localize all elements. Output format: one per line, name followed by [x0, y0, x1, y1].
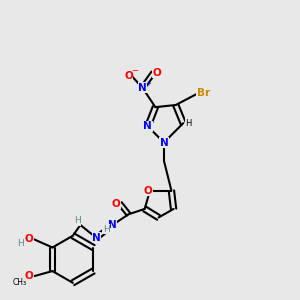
- Text: N: N: [138, 83, 147, 93]
- Text: O: O: [143, 186, 152, 196]
- Text: H: H: [185, 119, 192, 128]
- Text: N: N: [92, 233, 101, 243]
- Text: H: H: [103, 225, 110, 234]
- Text: −: −: [131, 66, 139, 75]
- Text: N: N: [160, 137, 168, 148]
- Text: O: O: [124, 71, 133, 81]
- Text: N: N: [143, 122, 152, 131]
- Text: CH₃: CH₃: [12, 278, 26, 287]
- Text: H: H: [74, 216, 80, 225]
- Text: O: O: [25, 234, 33, 244]
- Text: O: O: [25, 272, 33, 281]
- Text: +: +: [145, 81, 151, 87]
- Text: O: O: [111, 199, 120, 208]
- Text: O: O: [152, 68, 161, 78]
- Text: H: H: [17, 239, 24, 248]
- Text: Br: Br: [197, 88, 210, 98]
- Text: N: N: [108, 220, 117, 230]
